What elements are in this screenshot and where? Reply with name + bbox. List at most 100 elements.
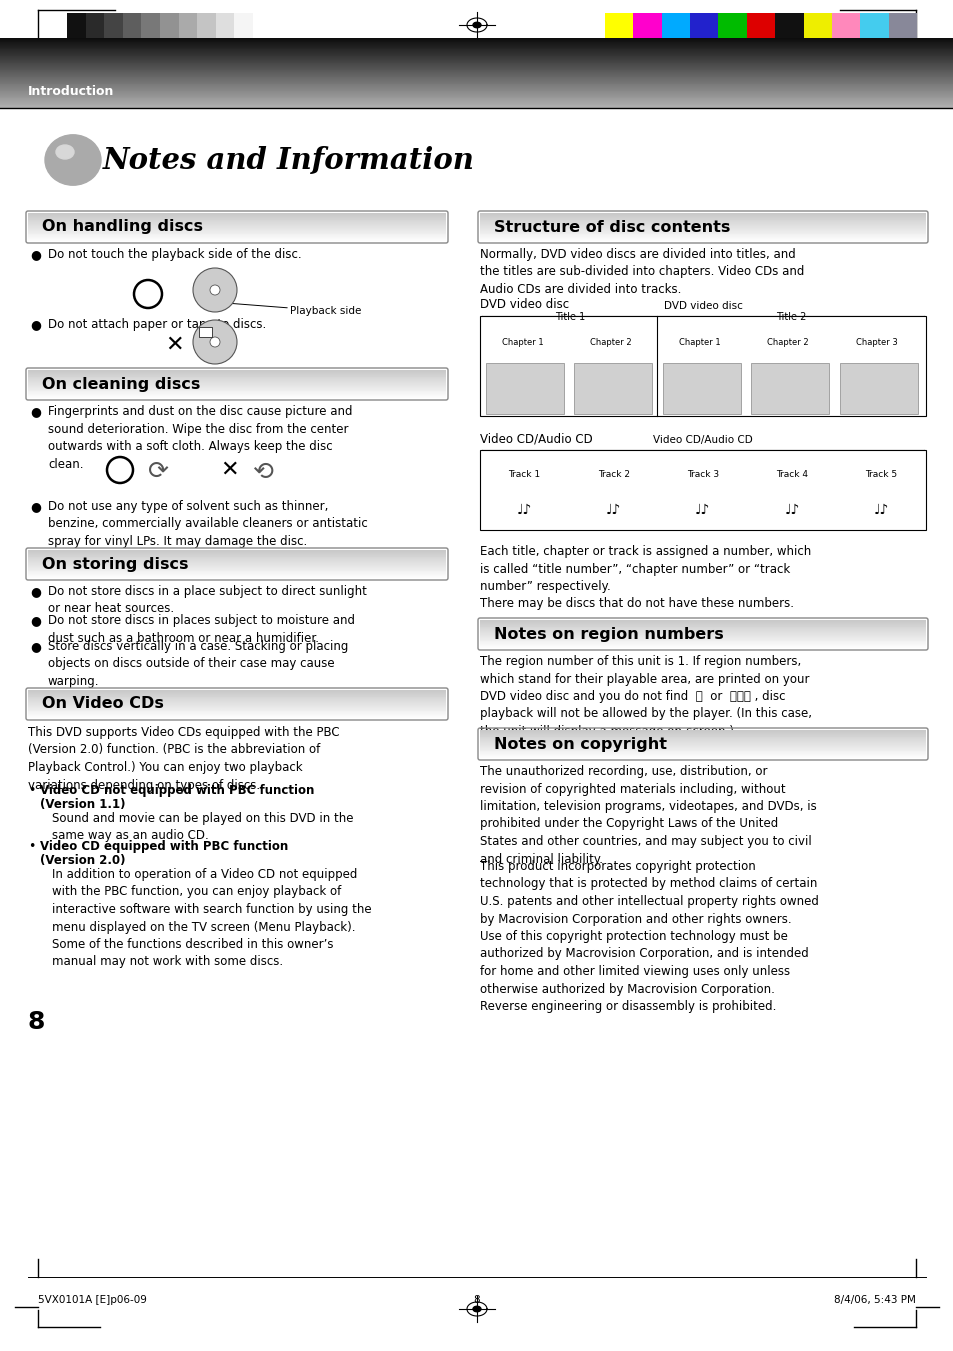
Bar: [197, 14, 215, 38]
Bar: [689, 14, 718, 38]
Bar: [141, 14, 160, 38]
Text: Do not touch the playback side of the disc.: Do not touch the playback side of the di…: [48, 249, 301, 261]
Text: ♩♪: ♩♪: [783, 503, 799, 517]
Text: Chapter 3: Chapter 3: [855, 338, 897, 347]
Text: ●: ●: [30, 640, 41, 653]
Text: 8: 8: [474, 1296, 479, 1305]
Bar: [215, 14, 234, 38]
Text: (Version 1.1): (Version 1.1): [40, 798, 126, 811]
Bar: [160, 14, 178, 38]
Text: ●: ●: [30, 405, 41, 417]
Text: Title 1: Title 1: [555, 312, 585, 322]
Bar: [123, 14, 141, 38]
Text: Video CD/Audio CD: Video CD/Audio CD: [479, 432, 592, 444]
Bar: [67, 14, 86, 38]
Text: ♩♪: ♩♪: [517, 503, 532, 517]
Bar: [775, 14, 802, 38]
Ellipse shape: [45, 135, 101, 185]
Text: Track 4: Track 4: [776, 470, 807, 480]
Text: On cleaning discs: On cleaning discs: [42, 377, 200, 392]
Text: Sound and movie can be played on this DVD in the
same way as an audio CD.: Sound and movie can be played on this DV…: [52, 812, 354, 843]
Text: Store discs vertically in a case. Stacking or placing
objects on discs outside o: Store discs vertically in a case. Stacki…: [48, 640, 348, 688]
Text: 5VX0101A [E]p06-09: 5VX0101A [E]p06-09: [38, 1296, 147, 1305]
Ellipse shape: [473, 1306, 480, 1312]
Text: ♩♪: ♩♪: [873, 503, 888, 517]
Text: (Version 2.0): (Version 2.0): [40, 854, 126, 867]
Bar: [178, 14, 197, 38]
Text: DVD video disc: DVD video disc: [663, 301, 741, 311]
Bar: [479, 450, 925, 530]
Text: Notes on region numbers: Notes on region numbers: [494, 627, 723, 642]
Text: Chapter 2: Chapter 2: [590, 338, 631, 347]
Text: Do not store discs in a place subject to direct sunlight
or near heat sources.: Do not store discs in a place subject to…: [48, 585, 367, 616]
Text: Structure of disc contents: Structure of disc contents: [494, 219, 730, 235]
Text: Do not use any type of solvent such as thinner,
benzine, commercially available : Do not use any type of solvent such as t…: [48, 500, 367, 549]
Text: Track 3: Track 3: [686, 470, 719, 480]
Text: •: •: [28, 784, 35, 797]
Circle shape: [210, 285, 220, 295]
Text: Chapter 1: Chapter 1: [501, 338, 543, 347]
Text: The unauthorized recording, use, distribution, or
revision of copyrighted materi: The unauthorized recording, use, distrib…: [479, 765, 816, 866]
Bar: [662, 363, 740, 413]
Text: Track 2: Track 2: [598, 470, 629, 480]
Text: Playback side: Playback side: [290, 305, 361, 316]
Text: Each title, chapter or track is assigned a number, which
is called “title number: Each title, chapter or track is assigned…: [479, 544, 810, 611]
Bar: [604, 14, 633, 38]
Bar: [485, 363, 563, 413]
Text: Notes on copyright: Notes on copyright: [494, 736, 666, 751]
Bar: [802, 14, 831, 38]
Bar: [718, 14, 746, 38]
Text: DVD video disc: DVD video disc: [479, 299, 569, 311]
Text: ✕: ✕: [220, 459, 238, 480]
Text: ●: ●: [30, 317, 41, 331]
Bar: [104, 14, 123, 38]
Text: Video CD not equipped with PBC function: Video CD not equipped with PBC function: [40, 784, 314, 797]
Text: Chapter 2: Chapter 2: [766, 338, 808, 347]
Text: ♩♪: ♩♪: [695, 503, 710, 517]
Text: ✕: ✕: [165, 335, 183, 355]
Text: ⟳: ⟳: [148, 459, 169, 484]
Text: Title 2: Title 2: [776, 312, 806, 322]
Text: Chapter 1: Chapter 1: [679, 338, 720, 347]
Bar: [86, 14, 104, 38]
Text: Fingerprints and dust on the disc cause picture and
sound deterioration. Wipe th: Fingerprints and dust on the disc cause …: [48, 405, 352, 470]
Text: On Video CDs: On Video CDs: [42, 697, 164, 712]
Text: Normally, DVD video discs are divided into titles, and
the titles are sub-divide: Normally, DVD video discs are divided in…: [479, 249, 803, 296]
Text: •: •: [28, 840, 35, 852]
Bar: [831, 14, 860, 38]
Bar: [199, 327, 212, 336]
Text: ●: ●: [30, 613, 41, 627]
Bar: [840, 363, 917, 413]
Text: On handling discs: On handling discs: [42, 219, 203, 235]
Text: 8/4/06, 5:43 PM: 8/4/06, 5:43 PM: [833, 1296, 915, 1305]
Text: This DVD supports Video CDs equipped with the PBC
(Version 2.0) function. (PBC i: This DVD supports Video CDs equipped wit…: [28, 725, 339, 792]
Text: ●: ●: [30, 500, 41, 513]
Bar: [750, 363, 828, 413]
Circle shape: [193, 320, 236, 363]
Text: Introduction: Introduction: [28, 85, 114, 99]
Bar: [234, 14, 253, 38]
Bar: [574, 363, 651, 413]
Text: This product incorporates copyright protection
technology that is protected by m: This product incorporates copyright prot…: [479, 861, 818, 1013]
Text: Notes and Information: Notes and Information: [103, 146, 475, 174]
Text: Track 1: Track 1: [508, 470, 540, 480]
Bar: [479, 316, 925, 416]
Bar: [661, 14, 689, 38]
Text: ●: ●: [30, 249, 41, 261]
Text: ●: ●: [30, 585, 41, 598]
Text: Do not attach paper or tape to discs.: Do not attach paper or tape to discs.: [48, 317, 266, 331]
Text: ♩♪: ♩♪: [605, 503, 620, 517]
Text: The region number of this unit is 1. If region numbers,
which stand for their pl: The region number of this unit is 1. If …: [479, 655, 811, 738]
Bar: [746, 14, 775, 38]
Ellipse shape: [473, 22, 480, 28]
Text: Track 5: Track 5: [864, 470, 897, 480]
Ellipse shape: [56, 145, 74, 159]
Circle shape: [210, 336, 220, 347]
Text: Do not store discs in places subject to moisture and
dust such as a bathroom or : Do not store discs in places subject to …: [48, 613, 355, 644]
Text: In addition to operation of a Video CD not equipped
with the PBC function, you c: In addition to operation of a Video CD n…: [52, 867, 372, 969]
Text: 8: 8: [28, 1011, 46, 1034]
Bar: [633, 14, 661, 38]
Text: Video CD equipped with PBC function: Video CD equipped with PBC function: [40, 840, 288, 852]
Text: ⟲: ⟲: [252, 459, 273, 484]
Bar: [887, 14, 916, 38]
